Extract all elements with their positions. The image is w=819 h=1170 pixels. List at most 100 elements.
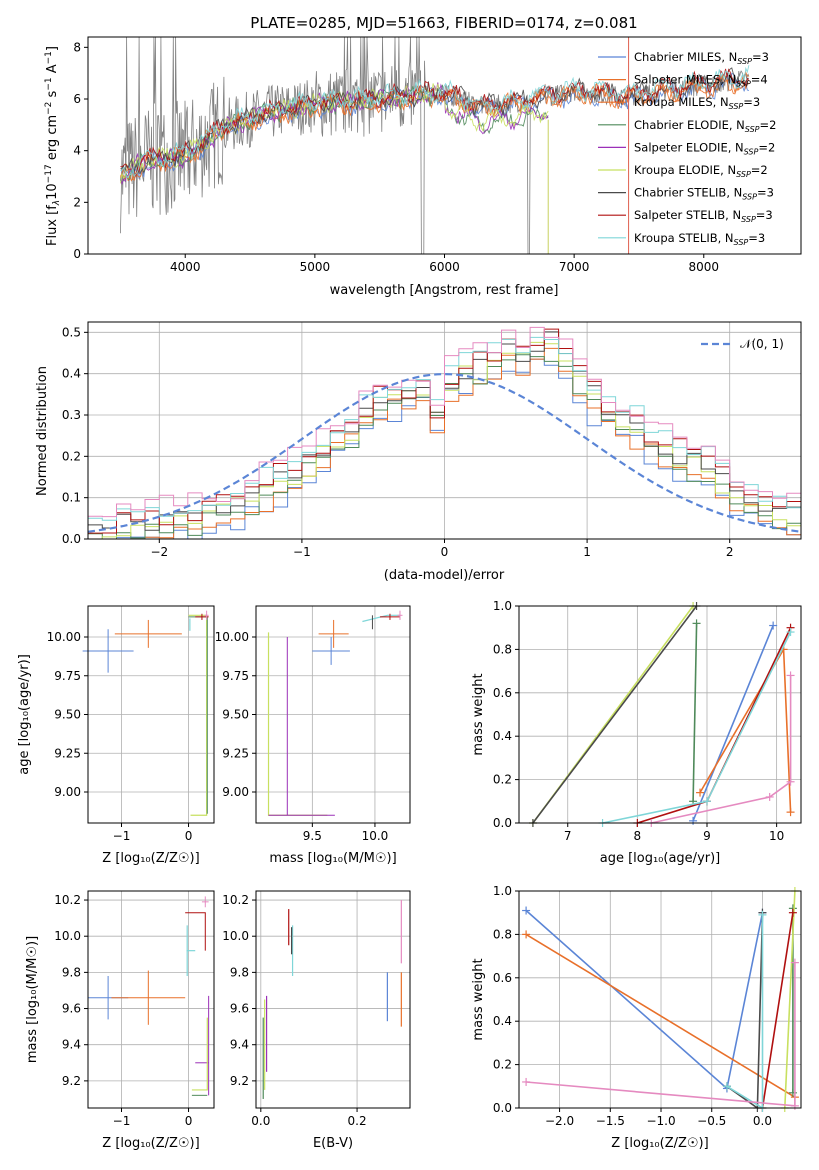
x-tick-label: −2.0 [545,1114,574,1128]
x-tick-label: 0 [185,829,193,843]
y-tick-label: 1.0 [493,884,512,898]
y-axis-label: mass weight [471,958,486,1040]
y-tick-label: 9.2 [62,1074,81,1088]
y-tick-label: 0.2 [62,449,81,463]
weight-series-line [525,933,796,1098]
y-tick-label: 1.0 [493,599,512,613]
y-tick-label: 2 [73,195,81,209]
legend-label: Salpeter MILES, NSSP=4 [634,73,768,89]
elodie-track [188,616,208,814]
y-tick-label: 0.5 [62,325,81,339]
histogram-step-line [88,347,801,540]
x-axis-label: Z [log₁₀(Z/Z☉)] [611,1136,708,1151]
x-tick-label: 10 [769,829,784,843]
weight-series-line [692,623,698,802]
legend-label: Kroupa MILES, NSSP=3 [634,95,760,111]
y-tick-label: 10.00 [47,630,81,644]
x-tick-label: −1.0 [646,1114,675,1128]
x-tick-label: 5000 [300,260,331,274]
y-tick-label: 9.6 [230,1002,249,1016]
x-tick-label: 1 [583,545,591,559]
y-axis-label: mass [log₁₀(M/M☉)] [25,936,40,1063]
y-tick-label: 0.4 [62,367,81,381]
y-tick-label: 9.8 [62,965,81,979]
y-tick-label: 0.8 [493,927,512,941]
age_vs_z-panel: −1 0 9.00 9.25 9.50 9.75 10.00 Z [log₁₀(Z/Z☉)] a… [17,605,215,866]
y-tick-label: 0.0 [493,816,512,830]
y-tick-label: 9.00 [222,785,249,799]
x-tick-label: 9 [703,829,711,843]
x-tick-label: −1 [113,829,131,843]
weight-series-line [637,627,792,824]
model-spectrum-line [120,65,750,179]
legend-label: Kroupa STELIB, NSSP=3 [634,231,765,247]
y-tick-label: 0 [73,247,81,261]
model-spectrum-line [119,82,549,185]
residuals-xlabel: (data-model)/error [384,568,505,583]
y-tick-label: 0.2 [493,773,512,787]
figure-title: PLATE=0285, MJD=51663, FIBERID=0174, z=0… [250,14,637,32]
x-tick-label: 6000 [429,260,460,274]
y-tick-label: 9.6 [62,1002,81,1016]
normal-legend-label: 𝒩(0, 1) [740,337,784,351]
y-tick-label: 9.25 [222,746,249,760]
spectrum-xlabel: wavelength [Angstrom, rest frame] [330,283,559,298]
legend-label: Kroupa ELODIE, NSSP=2 [634,163,768,179]
x-tick-label: 7000 [559,260,590,274]
y-tick-label: 9.4 [62,1038,81,1052]
weight-series-line [726,914,764,1110]
x-tick-label: 4000 [170,260,201,274]
weight-series-line [761,912,794,1109]
weight-series-line [532,605,698,824]
y-tick-label: 0.1 [62,491,81,505]
y-tick-label: 6 [73,92,81,106]
elodie-track [267,632,328,816]
y-tick-label: 9.4 [230,1038,249,1052]
y-tick-label: 9.50 [54,708,81,722]
y-tick-label: 10.2 [222,893,249,907]
histogram-step-line [88,326,801,518]
weight-series-line [526,962,796,1107]
y-tick-label: 10.00 [215,630,249,644]
weight_vs_age-panel: 7 8 9 10 0.0 0.2 0.4 0.6 0.8 1.0 age [log₁₀(age/yr… [471,599,802,866]
weight-series-line [784,890,796,1109]
spectrum-panel: 4000 5000 6000 7000 8000 0 2 4 6 8 Chabrier MILES… [44,36,802,298]
y-axis-label: mass weight [471,673,486,755]
x-tick-label: 0 [185,1114,193,1128]
x-tick-label: −1 [113,1114,131,1128]
panel-frame [518,605,802,824]
elodie-track [188,614,208,816]
y-tick-label: 9.2 [230,1074,249,1088]
y-tick-label: 10.0 [54,929,81,943]
x-tick-label: 9.5 [303,829,322,843]
x-tick-label: −2 [150,545,168,559]
y-tick-label: 0.8 [493,642,512,656]
y-tick-label: 0.0 [62,532,81,546]
y-tick-label: 4 [73,144,81,158]
panel-frame [255,890,411,1109]
panel-frame [518,890,802,1109]
y-axis-label: age [log₁₀(age/yr)] [17,654,32,775]
x-axis-label: mass [log₁₀(M/M☉)] [269,851,396,866]
y-tick-label: 9.00 [54,785,81,799]
weight-series-line [692,625,774,822]
mass_vs_z-panel: −1 0 9.2 9.4 9.6 9.8 10.0 10.2 Z [log₁₀(Z/Z☉)] ma… [25,890,215,1151]
y-tick-label: 9.8 [230,965,249,979]
x-tick-label: 7 [564,829,572,843]
legend-label: Salpeter STELIB, NSSP=3 [634,208,773,224]
x-tick-label: −1.5 [596,1114,625,1128]
y-tick-label: 10.2 [54,893,81,907]
panel-frame [255,605,411,824]
normal-curve [87,372,802,533]
y-tick-label: 9.25 [54,746,81,760]
y-tick-label: 0.6 [493,686,512,700]
stelib-track [362,614,400,623]
x-tick-label: 10.0 [362,829,389,843]
x-axis-label: Z [log₁₀(Z/Z☉)] [102,851,199,866]
x-tick-label: 0.0 [753,1114,772,1128]
point [185,912,206,951]
weight-series-line [525,909,764,1091]
x-tick-label: 8000 [688,260,719,274]
spectrum-ylabel: Flux [fλ10−17 erg cm−2 s−1 A−1] [44,46,62,246]
